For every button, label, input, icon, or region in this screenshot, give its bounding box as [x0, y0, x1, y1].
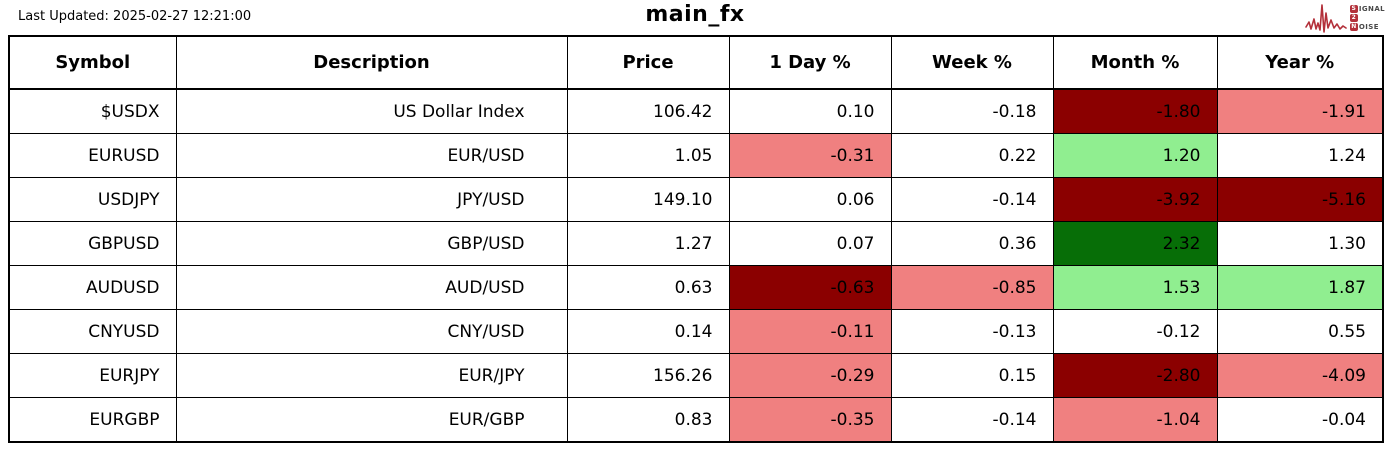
col-header-1day: 1 Day %: [728, 35, 892, 90]
cell-year: -5.16: [1216, 177, 1384, 222]
logo-line-noise: N OISE: [1349, 22, 1385, 31]
col-header-year: Year %: [1216, 35, 1384, 90]
cell-month: -1.80: [1052, 88, 1218, 134]
cell-month: 1.53: [1052, 265, 1218, 310]
cell-description: EUR/JPY: [175, 353, 568, 398]
cell-1day: 0.07: [728, 221, 892, 266]
cell-1day: 0.06: [728, 177, 892, 222]
logo-noise-rest: OISE: [1358, 22, 1379, 31]
cell-month: -0.12: [1052, 309, 1218, 354]
cell-description: EUR/USD: [175, 133, 568, 178]
cell-year: 0.55: [1216, 309, 1384, 354]
cell-price: 156.26: [566, 353, 730, 398]
cell-price: 106.42: [566, 88, 730, 134]
cell-description: CNY/USD: [175, 309, 568, 354]
cell-month: 2.32: [1052, 221, 1218, 266]
top-bar: Last Updated: 2025-02-27 12:21:00 main_f…: [0, 0, 1390, 35]
cell-1day: 0.10: [728, 88, 892, 134]
cell-month: 1.20: [1052, 133, 1218, 178]
logo-line-2: 2: [1349, 13, 1385, 22]
col-header-symbol: Symbol: [8, 35, 177, 90]
header-row: Symbol Description Price 1 Day % Week % …: [8, 35, 1384, 90]
cell-symbol: EURJPY: [8, 353, 177, 398]
col-header-price: Price: [566, 35, 730, 90]
cell-description: EUR/GBP: [175, 397, 568, 443]
cell-1day: -0.35: [728, 397, 892, 443]
last-updated-text: Last Updated: 2025-02-27 12:21:00: [18, 9, 252, 24]
cell-symbol: AUDUSD: [8, 265, 177, 310]
cell-week: 0.36: [890, 221, 1054, 266]
cell-year: 1.87: [1216, 265, 1384, 310]
cell-1day: -0.11: [728, 309, 892, 354]
logo-n-badge: N: [1349, 22, 1358, 31]
cell-week: -0.18: [890, 88, 1054, 134]
cell-month: -3.92: [1052, 177, 1218, 222]
cell-description: GBP/USD: [175, 221, 568, 266]
cell-1day: -0.29: [728, 353, 892, 398]
cell-year: 1.30: [1216, 221, 1384, 266]
table-row: USDJPY JPY/USD 149.10 0.06 -0.14 -3.92 -…: [8, 177, 1384, 222]
signal-2-noise-logo: S IGNAL 2 N OISE: [1305, 1, 1385, 34]
table-row: CNYUSD CNY/USD 0.14 -0.11 -0.13 -0.12 0.…: [8, 309, 1384, 354]
cell-symbol: CNYUSD: [8, 309, 177, 354]
page-title: main_fx: [645, 2, 745, 27]
cell-price: 0.14: [566, 309, 730, 354]
waveform-icon: [1305, 1, 1349, 34]
cell-description: AUD/USD: [175, 265, 568, 310]
cell-1day: -0.31: [728, 133, 892, 178]
cell-price: 1.05: [566, 133, 730, 178]
col-header-month: Month %: [1052, 35, 1218, 90]
fx-table: Symbol Description Price 1 Day % Week % …: [8, 35, 1384, 443]
cell-year: -4.09: [1216, 353, 1384, 398]
col-header-description: Description: [175, 35, 568, 90]
logo-line-signal: S IGNAL: [1349, 4, 1385, 13]
cell-price: 0.83: [566, 397, 730, 443]
cell-week: -0.14: [890, 397, 1054, 443]
cell-year: -1.91: [1216, 88, 1384, 134]
cell-week: -0.13: [890, 309, 1054, 354]
cell-month: -2.80: [1052, 353, 1218, 398]
cell-year: -0.04: [1216, 397, 1384, 443]
cell-month: -1.04: [1052, 397, 1218, 443]
cell-week: 0.22: [890, 133, 1054, 178]
table-row: EURGBP EUR/GBP 0.83 -0.35 -0.14 -1.04 -0…: [8, 397, 1384, 443]
cell-symbol: EURUSD: [8, 133, 177, 178]
logo-s-badge: S: [1349, 4, 1358, 13]
cell-symbol: $USDX: [8, 88, 177, 134]
cell-week: -0.14: [890, 177, 1054, 222]
cell-symbol: EURGBP: [8, 397, 177, 443]
cell-price: 1.27: [566, 221, 730, 266]
logo-2-badge: 2: [1349, 13, 1358, 22]
cell-1day: -0.63: [728, 265, 892, 310]
logo-signal-rest: IGNAL: [1358, 4, 1385, 13]
cell-price: 149.10: [566, 177, 730, 222]
cell-symbol: GBPUSD: [8, 221, 177, 266]
table-row: AUDUSD AUD/USD 0.63 -0.63 -0.85 1.53 1.8…: [8, 265, 1384, 310]
table-row: GBPUSD GBP/USD 1.27 0.07 0.36 2.32 1.30: [8, 221, 1384, 266]
cell-year: 1.24: [1216, 133, 1384, 178]
table-row: $USDX US Dollar Index 106.42 0.10 -0.18 …: [8, 88, 1384, 134]
logo-text: S IGNAL 2 N OISE: [1349, 4, 1385, 31]
cell-description: JPY/USD: [175, 177, 568, 222]
cell-description: US Dollar Index: [175, 88, 568, 134]
cell-price: 0.63: [566, 265, 730, 310]
table-row: EURJPY EUR/JPY 156.26 -0.29 0.15 -2.80 -…: [8, 353, 1384, 398]
col-header-week: Week %: [890, 35, 1054, 90]
cell-symbol: USDJPY: [8, 177, 177, 222]
cell-week: -0.85: [890, 265, 1054, 310]
cell-week: 0.15: [890, 353, 1054, 398]
table-row: EURUSD EUR/USD 1.05 -0.31 0.22 1.20 1.24: [8, 133, 1384, 178]
